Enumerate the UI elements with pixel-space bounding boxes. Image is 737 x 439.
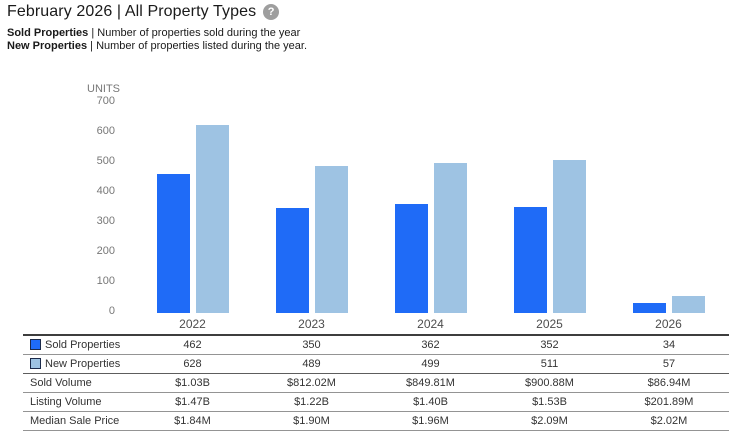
table-value-cell: $1.53B	[532, 395, 567, 408]
table-value-cell: 628	[183, 357, 202, 370]
legend-line-new-text: | Number of properties listed during the…	[90, 40, 308, 52]
legend-line-sold-text: | Number of properties sold during the y…	[91, 27, 301, 39]
row-label-cell: Sold Volume	[23, 373, 133, 392]
y-axis-title: UNITS	[87, 83, 120, 95]
legend-swatch-new-properties	[30, 357, 41, 369]
row-label: New Properties	[45, 357, 121, 370]
y-axis: 700 600 500 400 300 200 100 0	[0, 95, 115, 317]
bar-sold-properties-2022[interactable]	[156, 174, 190, 313]
table-row-median-sale-price: Median Sale Price $1.84M $1.90M $1.96M $2.09…	[23, 411, 729, 430]
table-value-cell: $849.81M	[406, 376, 455, 389]
legend-line-sold: Sold Properties | Number of properties s…	[7, 27, 307, 40]
row-label-cell: Median Sale Price	[23, 411, 133, 430]
table-row-listing-volume: Listing Volume $1.47B $1.22B $1.40B $1.53B $2…	[23, 392, 729, 411]
legend-line-new-label: New Properties	[7, 40, 88, 52]
legend-line-sold-label: Sold Properties	[7, 27, 89, 39]
legend-descriptions: Sold Properties | Number of properties s…	[7, 27, 307, 53]
row-label: Sold Properties	[45, 338, 121, 351]
bar-new-properties-2024[interactable]	[433, 163, 467, 313]
table-value-cell: 511	[540, 357, 559, 370]
y-tick-label: 300	[96, 215, 115, 227]
header: February 2026 | All Property Types ?	[7, 3, 280, 21]
x-axis-label-2022: 2022	[179, 317, 206, 331]
y-tick-label: 200	[96, 245, 115, 257]
x-axis-label-2026: 2026	[655, 317, 682, 331]
table-value-cell: $900.88M	[525, 376, 574, 389]
y-tick-label: 100	[96, 275, 115, 287]
table-value-cell: 499	[421, 357, 440, 370]
table-value-cell: 352	[540, 338, 559, 351]
row-label-cell: New Properties	[23, 354, 133, 373]
x-axis-label-2025: 2025	[536, 317, 563, 331]
bar-new-properties-2026[interactable]	[671, 296, 705, 313]
table-value-cell: 462	[183, 338, 202, 351]
bar-new-properties-2025[interactable]	[552, 160, 586, 313]
bar-sold-properties-2024[interactable]	[394, 204, 428, 313]
bar-group-2022	[133, 103, 252, 313]
table-value-cell: $1.90M	[293, 414, 330, 427]
y-tick-label: 700	[96, 95, 115, 107]
table-value-cell: $1.22B	[294, 395, 329, 408]
table-row-new-properties: New Properties 628 489 499 511 57	[23, 354, 729, 373]
table-row-sold-volume: Sold Volume $1.03B $812.02M $849.81M $900.88…	[23, 373, 729, 392]
y-tick-label: 500	[96, 155, 115, 167]
plot-area	[133, 103, 728, 313]
x-axis-label-2023: 2023	[298, 317, 325, 331]
bar-new-properties-2023[interactable]	[314, 166, 348, 313]
bar-group-2026	[609, 103, 728, 313]
row-label: Sold Volume	[30, 376, 92, 389]
summary-table: Sold Properties 462 350 362 352 34 New Propert…	[23, 334, 729, 431]
bar-sold-properties-2023[interactable]	[275, 208, 309, 313]
legend-swatch-sold-properties	[30, 338, 41, 350]
table-value-cell: $1.47B	[175, 395, 210, 408]
y-tick-label: 0	[108, 305, 115, 317]
y-tick-label: 600	[96, 125, 115, 137]
bar-group-2024	[371, 103, 490, 313]
table-value-cell: 350	[302, 338, 321, 351]
table-row-sold-properties: Sold Properties 462 350 362 352 34	[23, 335, 729, 354]
table-value-cell: $1.96M	[412, 414, 449, 427]
bar-group-2023	[252, 103, 371, 313]
bar-sold-properties-2025[interactable]	[513, 207, 547, 313]
help-icon[interactable]: ?	[263, 4, 280, 20]
table-value-cell: $86.94M	[647, 376, 691, 389]
bar-sold-properties-2026[interactable]	[632, 303, 666, 313]
table-value-cell: 34	[662, 338, 676, 351]
row-label-cell: Listing Volume	[23, 392, 133, 411]
table-value-cell: $2.02M	[650, 414, 688, 427]
y-tick-label: 400	[96, 185, 115, 197]
table-value-cell: $812.02M	[287, 376, 336, 389]
row-label: Median Sale Price	[30, 414, 120, 427]
bar-new-properties-2022[interactable]	[195, 125, 229, 313]
page-title: February 2026 | All Property Types	[7, 3, 257, 20]
table-value-cell: $2.09M	[531, 414, 568, 427]
summary-table-body: Sold Properties 462 350 362 352 34 New Propert…	[23, 335, 729, 430]
table-value-cell: 489	[302, 357, 321, 370]
row-label: Listing Volume	[30, 395, 102, 408]
legend-line-new: New Properties | Number of properties li…	[7, 40, 307, 53]
table-value-cell: $1.40B	[413, 395, 448, 408]
table-value-cell: 57	[662, 357, 676, 370]
bar-group-2025	[490, 103, 609, 313]
table-value-cell: $1.03B	[175, 376, 210, 389]
table-value-cell: $201.89M	[644, 395, 694, 408]
row-label-cell: Sold Properties	[23, 335, 133, 354]
table-value-cell: 362	[421, 338, 440, 351]
table-value-cell: $1.84M	[174, 414, 211, 427]
x-axis-label-2024: 2024	[417, 317, 444, 331]
x-axis-labels: 2022 2023 2024 2025 2026	[133, 317, 728, 331]
